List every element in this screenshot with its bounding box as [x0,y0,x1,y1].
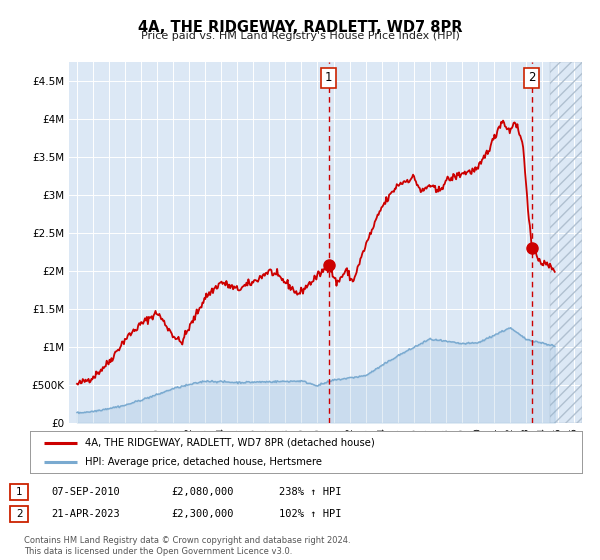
Text: 4A, THE RIDGEWAY, RADLETT, WD7 8PR (detached house): 4A, THE RIDGEWAY, RADLETT, WD7 8PR (deta… [85,437,375,447]
Text: Price paid vs. HM Land Registry's House Price Index (HPI): Price paid vs. HM Land Registry's House … [140,31,460,41]
Text: £2,080,000: £2,080,000 [171,487,233,497]
Text: 4A, THE RIDGEWAY, RADLETT, WD7 8PR: 4A, THE RIDGEWAY, RADLETT, WD7 8PR [138,20,462,35]
Text: 102% ↑ HPI: 102% ↑ HPI [279,509,341,519]
Text: 2: 2 [528,71,535,85]
Text: 2: 2 [16,509,23,519]
Text: 1: 1 [16,487,23,497]
Text: 238% ↑ HPI: 238% ↑ HPI [279,487,341,497]
Text: 07-SEP-2010: 07-SEP-2010 [51,487,120,497]
Text: 1: 1 [325,71,332,85]
Text: 21-APR-2023: 21-APR-2023 [51,509,120,519]
Text: £2,300,000: £2,300,000 [171,509,233,519]
Text: HPI: Average price, detached house, Hertsmere: HPI: Average price, detached house, Hert… [85,457,322,467]
Text: Contains HM Land Registry data © Crown copyright and database right 2024.
This d: Contains HM Land Registry data © Crown c… [24,536,350,556]
